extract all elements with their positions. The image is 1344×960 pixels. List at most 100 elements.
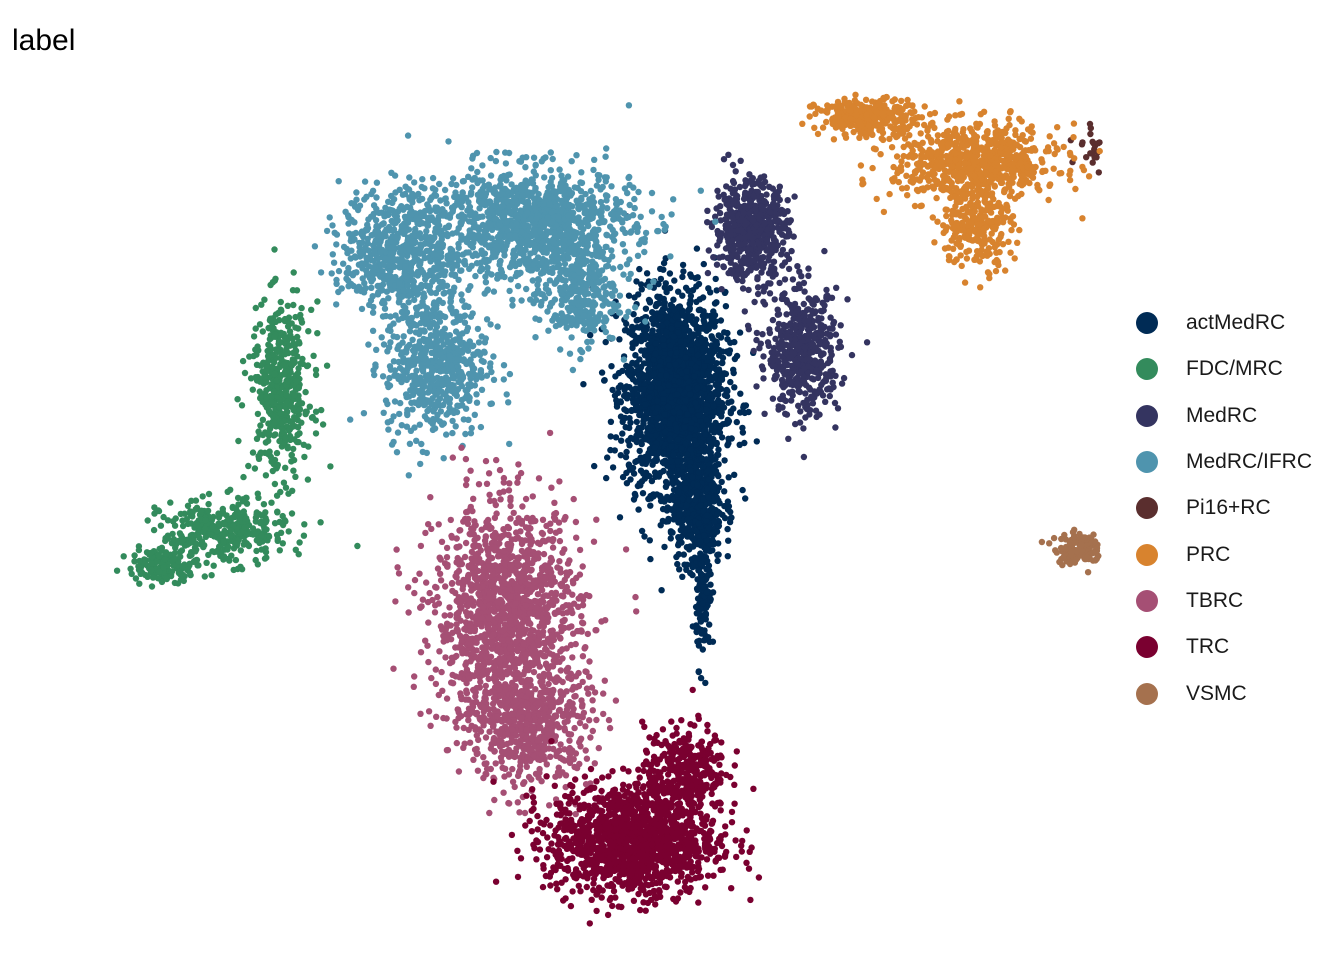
point (227, 486, 234, 493)
point (288, 510, 296, 517)
point (800, 425, 807, 432)
point (793, 285, 800, 293)
point (805, 295, 812, 302)
point (726, 518, 734, 526)
point (252, 304, 259, 312)
point (706, 384, 714, 391)
point (277, 373, 284, 380)
point (794, 345, 802, 353)
point (699, 600, 706, 607)
point (729, 190, 737, 197)
point (632, 458, 639, 466)
point (800, 279, 808, 287)
point (277, 329, 285, 336)
point (290, 407, 297, 414)
point (769, 316, 777, 324)
point (676, 566, 683, 573)
point (609, 386, 616, 394)
point (638, 286, 645, 293)
point (238, 402, 246, 409)
point (797, 408, 804, 415)
point (241, 538, 248, 545)
point (312, 408, 320, 415)
point (703, 512, 711, 519)
point (312, 430, 320, 437)
point (733, 352, 741, 360)
point (713, 360, 720, 367)
point (777, 332, 785, 340)
point (681, 561, 688, 568)
point (199, 493, 206, 500)
point (667, 535, 674, 542)
point (731, 221, 738, 229)
point (274, 461, 281, 469)
point (746, 171, 753, 178)
point (273, 492, 281, 499)
point (249, 525, 257, 532)
point (734, 253, 741, 261)
point (719, 354, 727, 362)
point (654, 404, 661, 412)
point (685, 385, 692, 392)
point (628, 323, 636, 331)
point (587, 331, 594, 339)
point (240, 473, 247, 481)
point (761, 198, 768, 205)
point (661, 418, 668, 425)
point (204, 507, 212, 514)
point (727, 378, 734, 386)
point (725, 222, 732, 230)
point (666, 342, 674, 349)
point (234, 396, 241, 403)
point (274, 535, 281, 543)
point (246, 353, 253, 360)
point (779, 404, 786, 411)
point (629, 464, 637, 472)
point (679, 261, 687, 269)
point (132, 575, 140, 582)
point (826, 357, 834, 365)
point (788, 309, 796, 317)
point (675, 288, 682, 295)
point (472, 272, 479, 280)
point (277, 410, 285, 417)
point (738, 226, 745, 234)
point (268, 398, 275, 406)
point (263, 393, 270, 401)
point (698, 560, 705, 568)
point (240, 508, 247, 515)
point (753, 383, 760, 390)
point (775, 358, 782, 365)
point (666, 470, 673, 477)
point (698, 390, 705, 397)
point (827, 386, 834, 393)
point (249, 449, 257, 456)
point (833, 284, 840, 291)
point (721, 514, 729, 522)
point (753, 329, 761, 337)
point (201, 525, 209, 533)
point (295, 338, 303, 346)
point (296, 539, 303, 546)
point (177, 553, 184, 560)
point (295, 325, 302, 332)
point (598, 369, 606, 376)
point (608, 363, 615, 370)
point (797, 333, 804, 340)
point (776, 279, 783, 287)
point (235, 437, 242, 445)
point (640, 420, 647, 427)
point (171, 549, 179, 557)
point (652, 432, 660, 439)
point (411, 179, 418, 186)
point (294, 424, 302, 431)
point (657, 372, 664, 379)
point (179, 536, 186, 544)
point (795, 402, 802, 409)
point (663, 372, 670, 379)
point (629, 359, 636, 367)
point (758, 363, 766, 370)
point (816, 329, 823, 336)
point (766, 326, 773, 333)
point (278, 420, 285, 427)
